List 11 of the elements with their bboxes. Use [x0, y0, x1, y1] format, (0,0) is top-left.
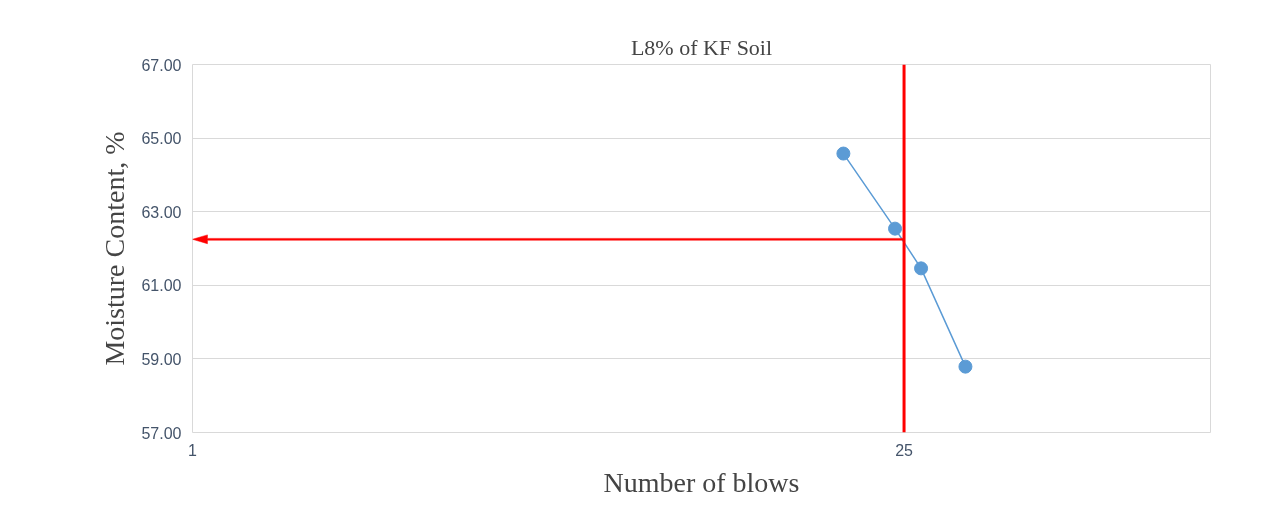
y-axis-title: Moisture Content, % [99, 131, 131, 366]
x-tick-label: 1 [188, 441, 198, 459]
x-axis-title: Number of blows [603, 466, 800, 498]
y-tick-label: 57.00 [141, 424, 182, 442]
y-tick-label: 63.00 [141, 203, 182, 221]
y-tick-label: 59.00 [141, 350, 182, 368]
y-tick-label: 67.00 [141, 56, 182, 74]
y-tick-label: 61.00 [141, 277, 182, 295]
x-tick-label: 25 [895, 441, 914, 459]
y-tick-label: 65.00 [141, 130, 182, 148]
chart-title: L8% of KF Soil [630, 34, 773, 60]
